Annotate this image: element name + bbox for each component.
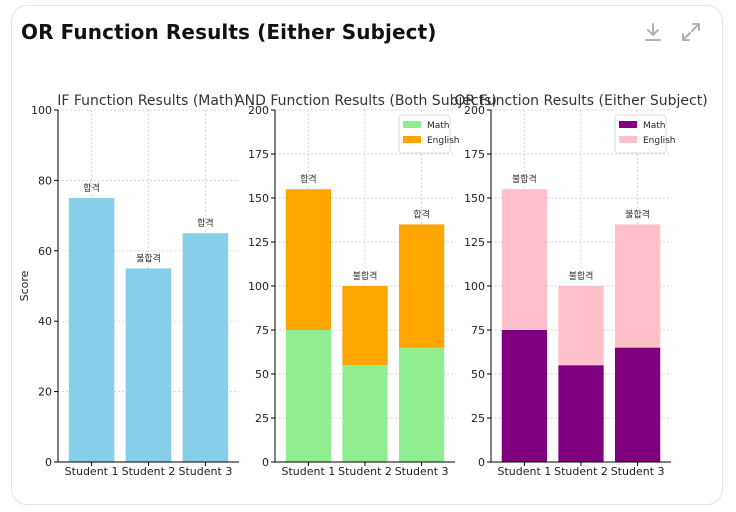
- y-tick-label: 0: [478, 456, 485, 469]
- bar-value-1: [68, 198, 115, 462]
- legend-label: Math: [427, 121, 450, 131]
- x-tick-label: Student 2: [554, 465, 608, 478]
- x-tick-label: Student 3: [179, 465, 233, 478]
- y-tick-label: 100: [464, 280, 485, 293]
- bar-english-1: [501, 189, 548, 330]
- card-title: OR Function Results (Either Subject): [21, 20, 437, 44]
- bar-math-2: [342, 365, 388, 462]
- x-tick-label: Student 2: [338, 465, 392, 478]
- bar-english-2: [558, 286, 604, 366]
- y-tick-label: 150: [248, 192, 269, 205]
- bar-label: 불합격: [512, 173, 537, 185]
- legend-label: English: [643, 136, 676, 146]
- y-tick-label: 75: [255, 324, 269, 337]
- y-tick-label: 0: [45, 456, 52, 469]
- y-tick-label: 25: [471, 412, 485, 425]
- y-tick-label: 175: [248, 148, 269, 161]
- y-tick-label: 100: [248, 280, 269, 293]
- y-tick-label: 50: [471, 368, 485, 381]
- x-tick-label: Student 1: [65, 465, 119, 478]
- bar-label: 불합격: [625, 208, 650, 220]
- legend-swatch: [403, 136, 421, 143]
- y-tick-label: 200: [464, 104, 485, 117]
- y-tick-label: 80: [38, 174, 52, 187]
- y-tick-label: 75: [471, 324, 485, 337]
- bar-english-3: [398, 224, 445, 348]
- y-tick-label: 125: [464, 236, 485, 249]
- bar-label: 불합격: [569, 270, 594, 282]
- y-tick-label: 50: [255, 368, 269, 381]
- legend-label: English: [427, 136, 460, 146]
- legend-label: Math: [643, 121, 666, 131]
- y-tick-label: 150: [464, 192, 485, 205]
- bar-label: 합격: [197, 217, 214, 229]
- y-tick-label: 200: [248, 104, 269, 117]
- subplot-title: OR Function Results (Either Subject): [454, 93, 707, 109]
- download-icon[interactable]: [641, 20, 665, 44]
- legend-swatch: [403, 121, 421, 128]
- legend-swatch: [619, 121, 637, 128]
- bar-math-2: [558, 365, 604, 462]
- x-tick-label: Student 3: [611, 465, 665, 478]
- bar-math-3: [398, 347, 445, 462]
- expand-icon[interactable]: [679, 20, 703, 44]
- bar-math-3: [614, 347, 661, 462]
- y-tick-label: 0: [262, 456, 269, 469]
- bar-label: 합격: [83, 182, 100, 194]
- x-tick-label: Student 1: [497, 465, 551, 478]
- bar-english-3: [614, 224, 661, 348]
- bar-value-2: [125, 268, 172, 462]
- bar-label: 합격: [413, 208, 430, 220]
- y-tick-label: 175: [464, 148, 485, 161]
- y-tick-label: 40: [38, 315, 52, 328]
- bar-value-3: [182, 233, 229, 462]
- y-axis-label: Score: [18, 270, 31, 301]
- subplot-title: IF Function Results (Math): [57, 93, 239, 109]
- bar-english-2: [342, 286, 388, 366]
- legend-swatch: [619, 136, 637, 143]
- x-tick-label: Student 2: [122, 465, 176, 478]
- bar-label: 불합격: [136, 252, 161, 264]
- bar-math-1: [285, 330, 332, 462]
- y-tick-label: 60: [38, 245, 52, 258]
- y-tick-label: 125: [248, 236, 269, 249]
- bar-label: 합격: [300, 173, 317, 185]
- bar-label: 불합격: [353, 270, 378, 282]
- x-tick-label: Student 1: [281, 465, 335, 478]
- x-tick-label: Student 3: [395, 465, 449, 478]
- bar-english-1: [285, 189, 332, 330]
- y-tick-label: 25: [255, 412, 269, 425]
- y-tick-label: 20: [38, 386, 52, 399]
- y-tick-label: 100: [31, 104, 52, 117]
- subplot-title: AND Function Results (Both Subjects): [235, 93, 497, 109]
- bar-math-1: [501, 330, 548, 462]
